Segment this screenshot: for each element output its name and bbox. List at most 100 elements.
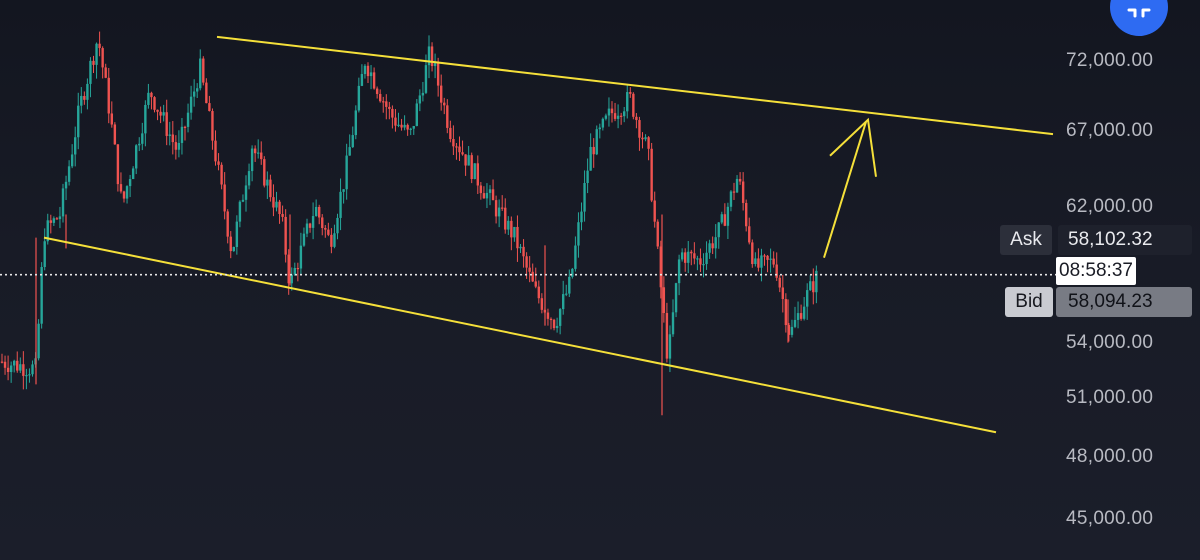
candle-body-up [241, 199, 245, 202]
candle-body-up [196, 88, 199, 92]
candle-body-up [40, 267, 43, 324]
candle-body-down [55, 218, 59, 220]
candle-body-up [354, 110, 357, 136]
drawing-annotations [43, 35, 1054, 434]
candle-body-up [580, 211, 583, 223]
y-tick-label: 48,000.00 [1066, 446, 1154, 467]
candle-body-down [766, 255, 769, 260]
candle-body-down [632, 93, 635, 117]
candle-body-up [235, 221, 239, 247]
candle-body-down [613, 113, 617, 119]
candle-body-up [760, 255, 763, 268]
candle-body-up [626, 92, 629, 112]
candle-body-up [519, 246, 522, 249]
candle-body-down [476, 163, 479, 186]
bid-label: Bid [1005, 287, 1053, 317]
candle-body-up [616, 115, 620, 119]
candle-body-down [516, 226, 519, 249]
candle-body-down [629, 92, 632, 94]
candle-body-up [67, 166, 71, 182]
candle-body-down [150, 92, 153, 98]
candle-body-up [177, 142, 181, 150]
candle-body-down [49, 220, 52, 223]
candle-body-down [229, 236, 232, 252]
candle-body-down [202, 58, 205, 83]
candle-body-down [156, 109, 159, 112]
projection-arrow-shaft[interactable] [823, 121, 867, 258]
candle-body-up [80, 95, 83, 106]
candle-body-down [208, 103, 211, 112]
candle-body-up [363, 65, 367, 75]
candle-body-up [708, 243, 711, 253]
candle-body-down [330, 234, 333, 247]
candle-body-up [162, 112, 165, 116]
candle-body-down [787, 325, 791, 335]
candle-body-up [64, 181, 68, 189]
candle-body-down [464, 154, 467, 166]
y-tick-label: 67,000.00 [1066, 120, 1154, 141]
candle-body-down [327, 229, 330, 235]
candle-body-up [754, 258, 757, 265]
upper-trendline[interactable] [216, 35, 1054, 136]
candle-body-up [302, 233, 306, 246]
candle-body-up [348, 147, 351, 156]
candle-body-up [623, 111, 626, 117]
candle-body-down [382, 101, 385, 103]
candle-body-up [192, 91, 196, 97]
candle-body-down [501, 207, 504, 209]
candle-body-up [305, 223, 309, 234]
candle-body-down [281, 214, 284, 217]
candle-body-down [92, 60, 95, 65]
candle-body-up [180, 126, 184, 143]
candle-body-down [693, 253, 696, 259]
candle-body-down [183, 126, 187, 129]
candle-body-down [159, 111, 162, 116]
candle-body-down [296, 267, 300, 270]
candle-body-up [680, 252, 684, 260]
candle-body-down [662, 287, 666, 314]
candle-body-up [25, 375, 28, 377]
candle-body-up [412, 125, 415, 129]
candle-body-down [321, 217, 324, 229]
bid-price: 58,094.23 [1056, 287, 1192, 317]
candle-body-down [741, 181, 745, 203]
candle-body-up [696, 258, 699, 260]
candle-countdown: 08:58:37 [1056, 257, 1136, 285]
candle-body-down [22, 364, 25, 376]
candle-body-up [726, 206, 730, 226]
candle-body-down [83, 95, 86, 100]
candle-body-up [58, 216, 62, 220]
candle-body-up [144, 104, 147, 134]
candle-body-up [232, 246, 235, 252]
candle-body-up [571, 268, 574, 277]
candle-body-up [147, 92, 150, 105]
candle-body-up [796, 313, 800, 320]
candle-body-up [565, 293, 568, 295]
candle-body-down [482, 193, 486, 199]
candle-body-up [424, 65, 428, 93]
candle-body-up [687, 251, 690, 263]
candle-body-down [372, 72, 376, 89]
candle-body-down [504, 207, 507, 230]
candle-body-down [278, 201, 281, 215]
candle-body-up [74, 137, 77, 155]
ask-price: 58,102.32 [1058, 225, 1192, 255]
candle-body-down [388, 106, 391, 109]
candle-body-up [52, 218, 56, 223]
candle-body-down [205, 82, 208, 104]
candle-body-down [455, 146, 458, 148]
candle-body-up [333, 233, 336, 247]
candle-body-down [284, 216, 287, 255]
candle-body-down [165, 112, 168, 136]
candle-body-up [671, 312, 675, 335]
candle-body-down [171, 134, 174, 143]
candle-body-up [705, 252, 708, 265]
candle-body-down [635, 116, 638, 121]
candle-body-up [397, 124, 400, 126]
lower-trendline[interactable] [43, 236, 997, 434]
candle-body-down [272, 197, 275, 208]
candle-body-up [674, 283, 678, 313]
candle-body-down [470, 155, 473, 180]
candle-body-down [443, 102, 446, 106]
